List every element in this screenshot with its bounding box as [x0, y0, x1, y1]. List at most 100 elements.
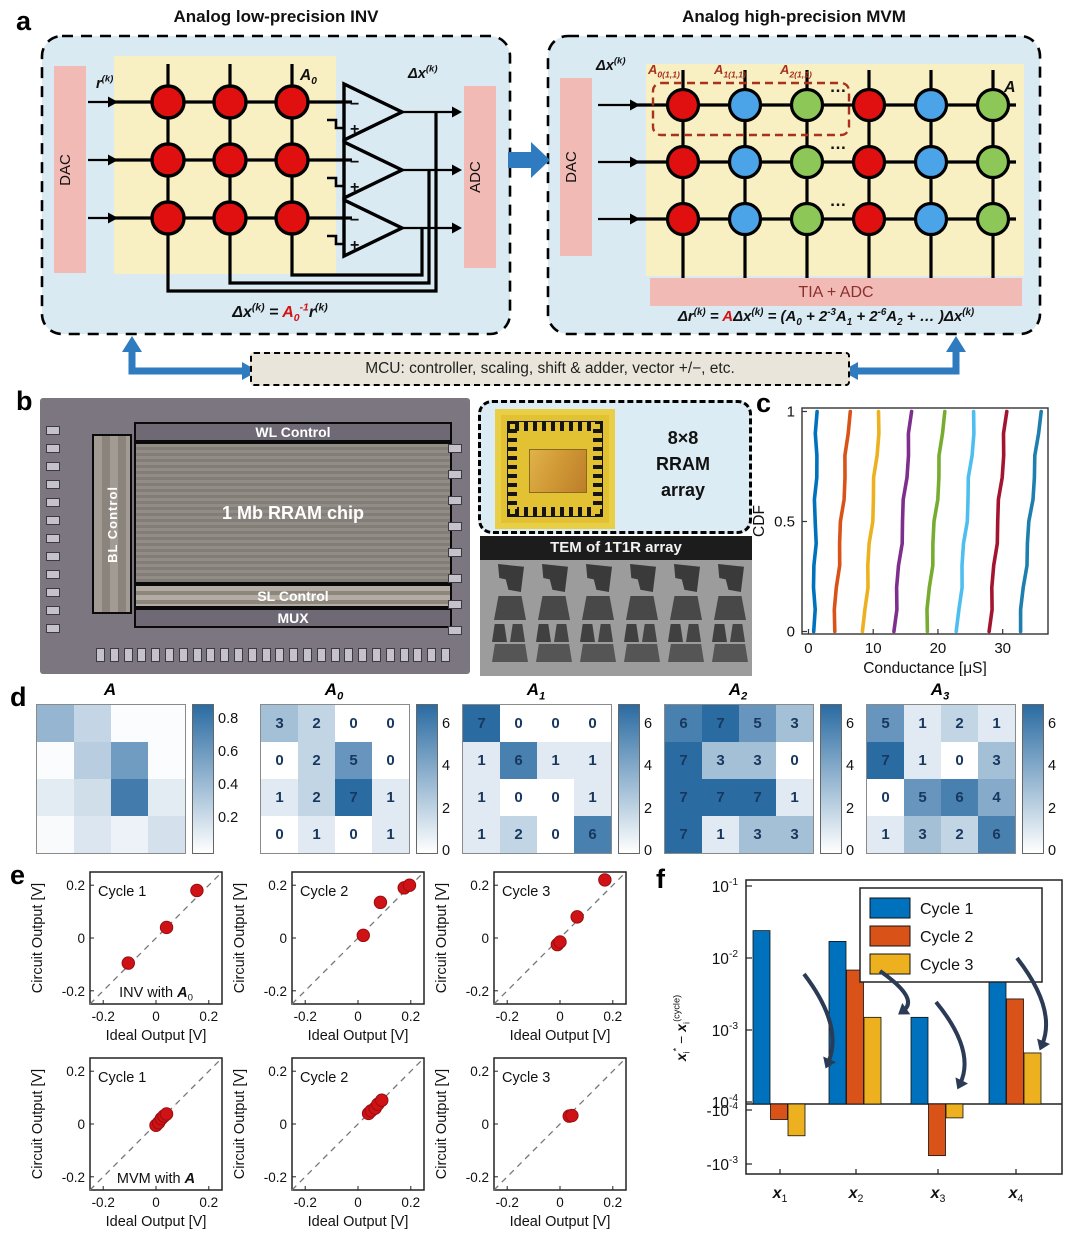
arrow-head: [452, 164, 462, 176]
data-point: [159, 920, 174, 935]
chip-pad: [96, 648, 105, 662]
data-point: [121, 956, 135, 970]
data-point: [190, 883, 204, 898]
opamp-plus: +: [350, 237, 359, 254]
y-tick-label: 10-4: [712, 1093, 739, 1112]
y-tick-label: -0.2: [62, 984, 85, 999]
scatter-plot-2: -0.2 -0.2 0 0 0.2 0.2 Cycle 2 Ideal Output [V] C…: [232, 871, 425, 1044]
mcu-box: MCU: controller, scaling, shift & adder,…: [250, 352, 850, 386]
rram-cell-green: [789, 201, 825, 237]
mcu-link-left: [128, 350, 244, 375]
y-tick-label: 0.2: [470, 1064, 489, 1079]
heatmap-cell: 1: [904, 705, 941, 742]
legend-label: Cycle 1: [920, 901, 973, 918]
heatmap-cell: [37, 742, 74, 779]
rram-cell-blue: [913, 201, 949, 237]
tem-structure: [718, 564, 744, 592]
data-point: [553, 935, 567, 949]
heatmap-cell: 2: [500, 816, 537, 853]
ellipsis: …: [830, 191, 847, 210]
cdf-curve-level-6: [954, 409, 976, 634]
rram-cell-green: [975, 201, 1011, 237]
heatmap-cell: 1: [904, 742, 941, 779]
x-tick-label: 0: [354, 1195, 362, 1210]
chip-pad: [427, 648, 437, 662]
scatter-xlabel: Ideal Output [V]: [106, 1028, 207, 1044]
heatmap-cell: 0: [335, 816, 372, 853]
scatter-xlabel: Ideal Output [V]: [106, 1214, 207, 1230]
colorbar-tick-label: 2: [846, 800, 855, 817]
tem-structure: [536, 624, 551, 642]
heatmap-cell: 0: [537, 705, 574, 742]
arrow-head: [108, 96, 118, 108]
heatmap-cell: 2: [298, 742, 335, 779]
panel-a-circuit-diagram: Analog low-precision INV Analog high-prec…: [40, 7, 1042, 380]
y-tick-label: 0: [77, 1117, 85, 1132]
x-tick-label: 0: [556, 1009, 564, 1024]
heatmap-cell: [74, 705, 111, 742]
tem-structure: [668, 624, 683, 642]
legend-label: Cycle 3: [920, 957, 973, 974]
chip-pad: [178, 648, 188, 662]
bar-cycle3-x3: [945, 1103, 964, 1119]
heatmap-cell: 2: [941, 705, 978, 742]
mvm-dac-block: [560, 78, 592, 256]
heatmap-cell: 0: [776, 742, 813, 779]
rram-cell-blue: [727, 87, 763, 123]
tia-adc-label: TIA + ADC: [798, 284, 873, 301]
heatmap-cell: 0: [500, 779, 537, 816]
scatter-ylabel: Circuit Output [V]: [30, 1069, 46, 1179]
tem-structure: [598, 624, 613, 642]
rram-cell-red: [851, 87, 887, 123]
heatmap-cell: 5: [335, 742, 372, 779]
cdf-chart: 0 10 20 30 0 0.5 1 Conductance [μS] CDF: [751, 404, 1049, 676]
colorbar-tick-label: 0: [644, 843, 653, 859]
chip-pad: [448, 496, 462, 505]
opamp-triangle: [342, 139, 406, 201]
cycle-label: Cycle 3: [502, 1070, 550, 1086]
x-tick-label: 30: [994, 640, 1011, 657]
rram-cell-red: [150, 200, 186, 236]
y-tick-label: -10-3: [707, 1155, 739, 1174]
chip-pad: [448, 574, 462, 583]
x-tick-label: 0.2: [401, 1195, 420, 1210]
panel-c-label: c: [756, 388, 772, 418]
colorbar-tick-label: 0: [442, 843, 451, 859]
chip-region-wl-control: WL Control: [134, 422, 452, 442]
heatmap-cell: 6: [500, 742, 537, 779]
identity-line: [291, 1057, 425, 1191]
x-tick-label: 0: [152, 1195, 160, 1210]
legend-label: Cycle 2: [920, 929, 973, 946]
rram-cell-green: [789, 87, 825, 123]
inv-input-label: r(k): [96, 74, 113, 93]
mvm-crossbar-bg: [646, 64, 1024, 276]
tem-structure: [714, 596, 746, 620]
colorbar-tick-label: 0.4: [218, 777, 239, 794]
data-point: [373, 895, 388, 910]
chip-pad: [441, 648, 450, 662]
heatmap-cell: 7: [739, 779, 776, 816]
bit-slice-label: A1(1,1): [713, 62, 746, 79]
y-tick-label: 0: [77, 931, 85, 946]
cycle-label: Cycle 2: [300, 1070, 348, 1086]
y-tick-label: -0.2: [264, 1170, 287, 1185]
tem-structure: [642, 624, 657, 642]
rram-cell-blue: [913, 87, 949, 123]
heatmap-cell: 0: [261, 816, 298, 853]
bar-cycle2-x4: [1006, 998, 1024, 1105]
trend-arrow: [934, 1000, 967, 1085]
chip-pad: [46, 534, 60, 543]
heatmap-cell: 3: [702, 742, 739, 779]
tem-structure: [538, 596, 570, 620]
y-tick-label: 0: [787, 624, 795, 641]
bit-slice-label: A2(1,1): [779, 62, 812, 79]
x-tick-label: 0.2: [603, 1009, 622, 1024]
cdf-curve-level-8: [1018, 409, 1044, 634]
bar-cycle3-x4: [1023, 1052, 1042, 1105]
x-tick-label: 0.2: [401, 1009, 420, 1024]
tem-structure: [624, 644, 660, 662]
chip-pad: [372, 648, 381, 662]
chip-pad: [247, 648, 257, 662]
